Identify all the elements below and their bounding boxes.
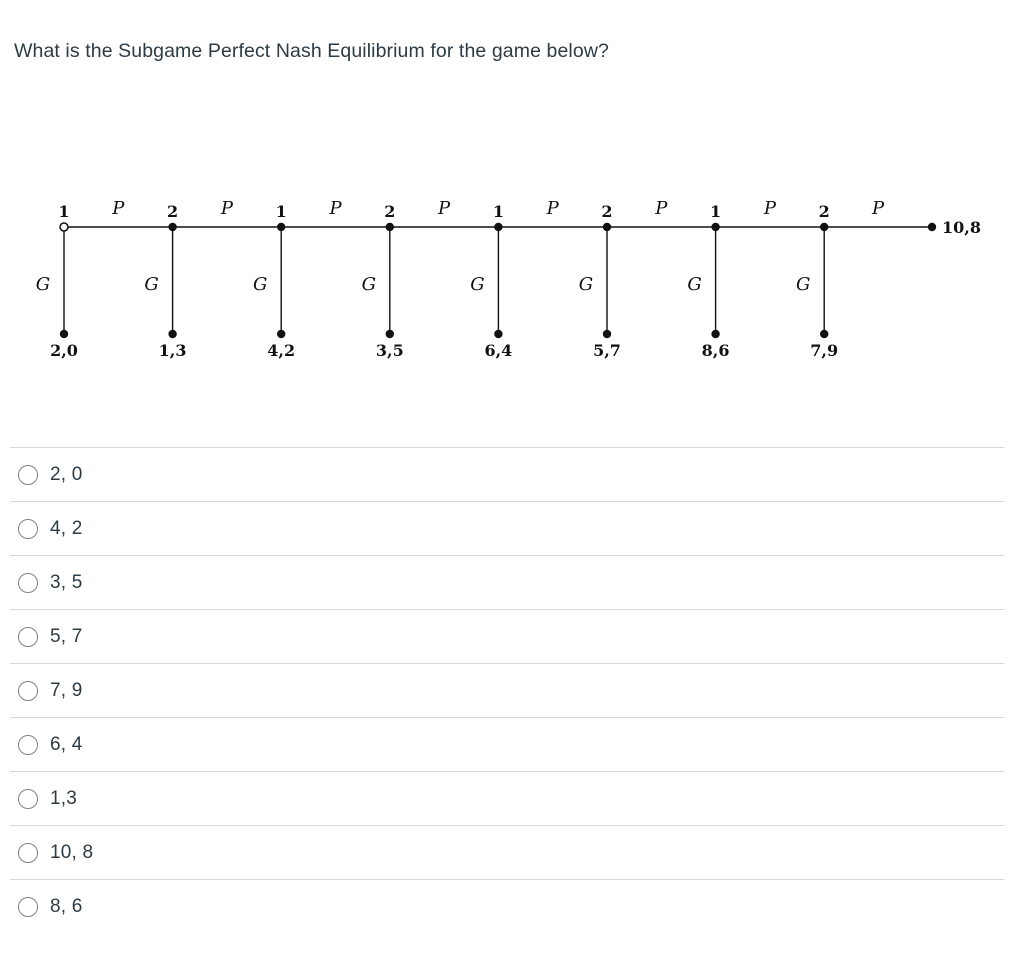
answer-option-label: 5, 7 xyxy=(50,625,83,647)
svg-text:G: G xyxy=(470,274,484,295)
svg-text:1: 1 xyxy=(710,202,721,221)
answer-option-row-7[interactable]: 1,3 xyxy=(10,771,1004,825)
svg-text:P: P xyxy=(871,198,885,219)
svg-text:P: P xyxy=(437,198,451,219)
svg-text:2: 2 xyxy=(384,202,395,221)
svg-text:G: G xyxy=(36,274,50,295)
answer-option-row-4[interactable]: 5, 7 xyxy=(10,609,1004,663)
svg-text:G: G xyxy=(362,274,376,295)
svg-text:2: 2 xyxy=(601,202,612,221)
answer-option-label: 4, 2 xyxy=(50,517,83,539)
question-title: What is the Subgame Perfect Nash Equilib… xyxy=(14,40,609,62)
answer-option-row-9[interactable]: 8, 6 xyxy=(10,879,1004,933)
radio-button-icon[interactable] xyxy=(18,788,38,809)
radio-button-icon[interactable] xyxy=(18,518,38,539)
answer-options-list: 2, 0 4, 2 3, 5 5, 7 7, 9 6, 4 1,3 xyxy=(10,447,1004,933)
answer-option-row-3[interactable]: 3, 5 xyxy=(10,555,1004,609)
answer-option-label: 7, 9 xyxy=(50,679,83,701)
radio-button-icon[interactable] xyxy=(18,734,38,755)
svg-text:G: G xyxy=(579,274,593,295)
svg-text:1: 1 xyxy=(493,202,504,221)
svg-text:1,3: 1,3 xyxy=(159,341,187,360)
svg-text:P: P xyxy=(220,198,234,219)
answer-option-row-8[interactable]: 10, 8 xyxy=(10,825,1004,879)
radio-button-icon[interactable] xyxy=(18,842,38,863)
svg-text:2: 2 xyxy=(819,202,830,221)
answer-option-label: 8, 6 xyxy=(50,895,83,917)
svg-text:P: P xyxy=(654,198,668,219)
game-tree-diagram: 1 G P 2,0 2 G P 1,3 1 G P 4,2 2 G P 3,5 1 G P 6,4 2 G P 5,7 1 G P 8… xyxy=(36,198,981,360)
svg-text:2: 2 xyxy=(167,202,178,221)
radio-button-icon[interactable] xyxy=(18,896,38,917)
svg-text:2,0: 2,0 xyxy=(50,341,78,360)
svg-text:5,7: 5,7 xyxy=(593,341,621,360)
svg-text:P: P xyxy=(328,198,342,219)
svg-text:8,6: 8,6 xyxy=(702,341,730,360)
answer-option-label: 2, 0 xyxy=(50,463,83,485)
svg-text:G: G xyxy=(253,274,267,295)
svg-text:10,8: 10,8 xyxy=(942,218,981,237)
answer-option-row-6[interactable]: 6, 4 xyxy=(10,717,1004,771)
svg-text:6,4: 6,4 xyxy=(484,341,512,360)
radio-button-icon[interactable] xyxy=(18,572,38,593)
answer-option-row-2[interactable]: 4, 2 xyxy=(10,501,1004,555)
svg-text:P: P xyxy=(111,198,125,219)
svg-text:7,9: 7,9 xyxy=(810,341,838,360)
svg-text:3,5: 3,5 xyxy=(376,341,404,360)
answer-option-row-1[interactable]: 2, 0 xyxy=(10,447,1004,501)
svg-text:G: G xyxy=(796,274,810,295)
radio-button-icon[interactable] xyxy=(18,464,38,485)
svg-text:P: P xyxy=(763,198,777,219)
svg-text:4,2: 4,2 xyxy=(267,341,295,360)
svg-text:G: G xyxy=(144,274,158,295)
radio-button-icon[interactable] xyxy=(18,680,38,701)
svg-text:1: 1 xyxy=(276,202,287,221)
radio-button-icon[interactable] xyxy=(18,626,38,647)
answer-option-label: 6, 4 xyxy=(50,733,83,755)
answer-option-row-5[interactable]: 7, 9 xyxy=(10,663,1004,717)
svg-text:P: P xyxy=(546,198,560,219)
answer-option-label: 10, 8 xyxy=(50,841,94,863)
svg-text:1: 1 xyxy=(58,202,69,221)
svg-text:G: G xyxy=(687,274,701,295)
answer-option-label: 1,3 xyxy=(50,787,78,809)
answer-option-label: 3, 5 xyxy=(50,571,83,593)
